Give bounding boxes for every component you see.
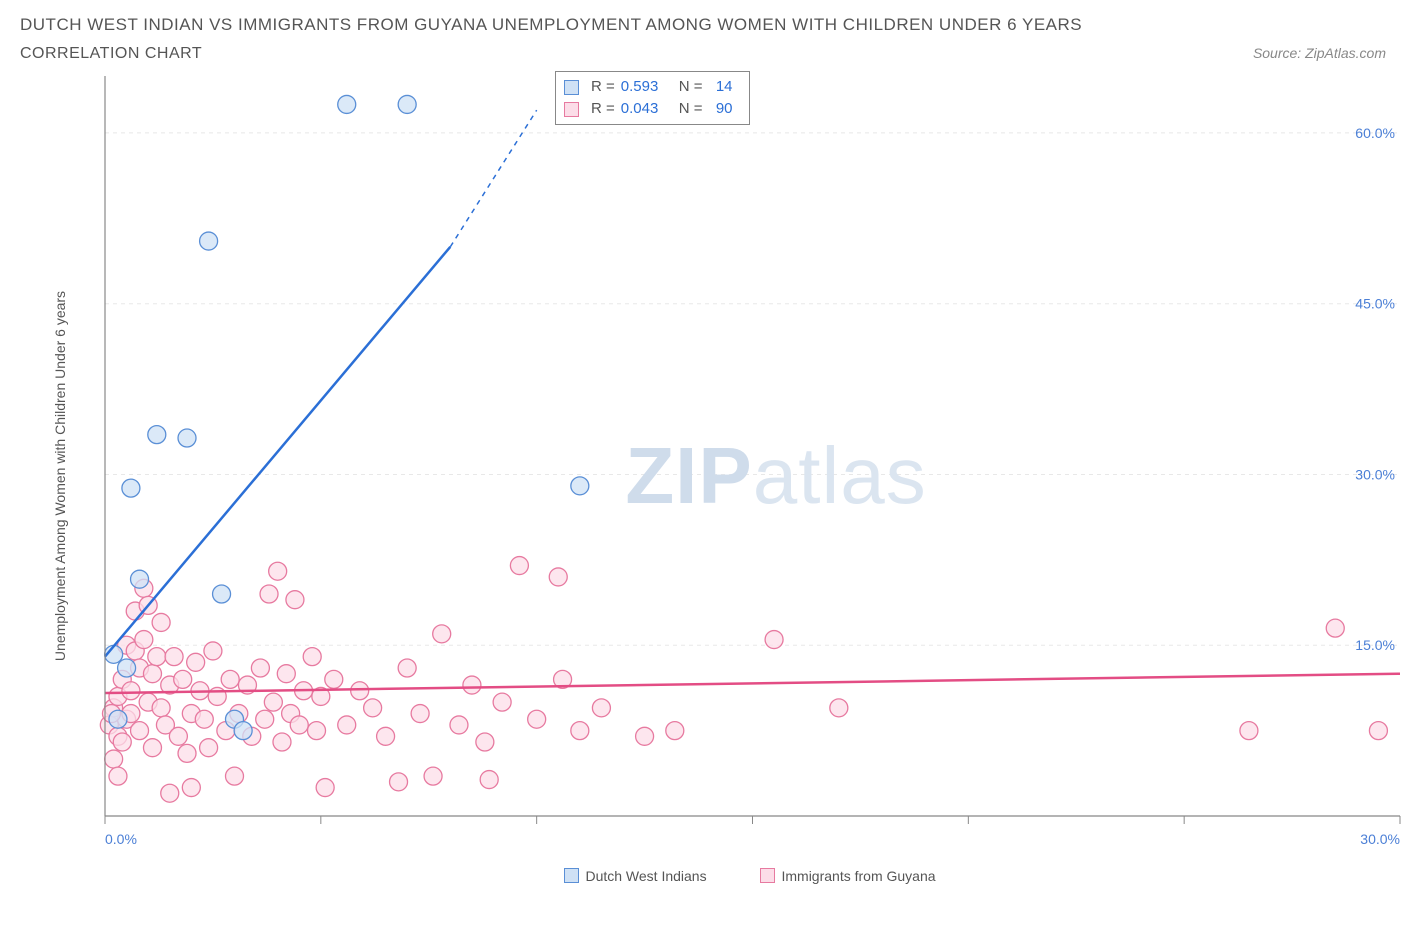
legend-swatch-dwi-icon <box>564 868 579 883</box>
source-label: Source: ZipAtlas.com <box>1253 45 1386 61</box>
legend-item-guy: Immigrants from Guyana <box>760 868 935 884</box>
legend-label-guy: Immigrants from Guyana <box>781 868 935 884</box>
watermark-rest: atlas <box>753 431 927 520</box>
correlation-chart: DUTCH WEST INDIAN VS IMMIGRANTS FROM GUY… <box>20 15 1386 881</box>
svg-text:30.0%: 30.0% <box>1355 466 1395 482</box>
swatch-guy-icon <box>564 102 579 117</box>
plot-area: Unemployment Among Women with Children U… <box>60 71 1386 881</box>
n-value-dwi: 14 <box>709 76 733 98</box>
r-value-dwi: 0.593 <box>621 76 669 98</box>
svg-text:30.0%: 30.0% <box>1360 831 1400 847</box>
legend-item-dwi: Dutch West Indians <box>564 868 706 884</box>
stats-legend-box: R = 0.593 N = 14 R = 0.043 N = 90 <box>555 71 750 125</box>
swatch-dwi-icon <box>564 80 579 95</box>
watermark-bold: ZIP <box>625 431 752 520</box>
svg-text:60.0%: 60.0% <box>1355 125 1395 141</box>
bottom-legend: Dutch West Indians Immigrants from Guyan… <box>90 868 1406 887</box>
svg-text:0.0%: 0.0% <box>105 831 137 847</box>
stats-row-dwi: R = 0.593 N = 14 <box>564 76 741 98</box>
chart-title-line2: CORRELATION CHART <box>20 45 202 63</box>
stats-row-guy: R = 0.043 N = 90 <box>564 98 741 120</box>
title-row-2: CORRELATION CHART Source: ZipAtlas.com <box>20 45 1386 63</box>
n-value-guy: 90 <box>709 98 733 120</box>
chart-title-line1: DUTCH WEST INDIAN VS IMMIGRANTS FROM GUY… <box>20 15 1386 35</box>
legend-label-dwi: Dutch West Indians <box>585 868 706 884</box>
watermark: ZIPatlas <box>625 430 926 522</box>
svg-text:45.0%: 45.0% <box>1355 296 1395 312</box>
svg-text:15.0%: 15.0% <box>1355 637 1395 653</box>
r-value-guy: 0.043 <box>621 98 669 120</box>
legend-swatch-guy-icon <box>760 868 775 883</box>
